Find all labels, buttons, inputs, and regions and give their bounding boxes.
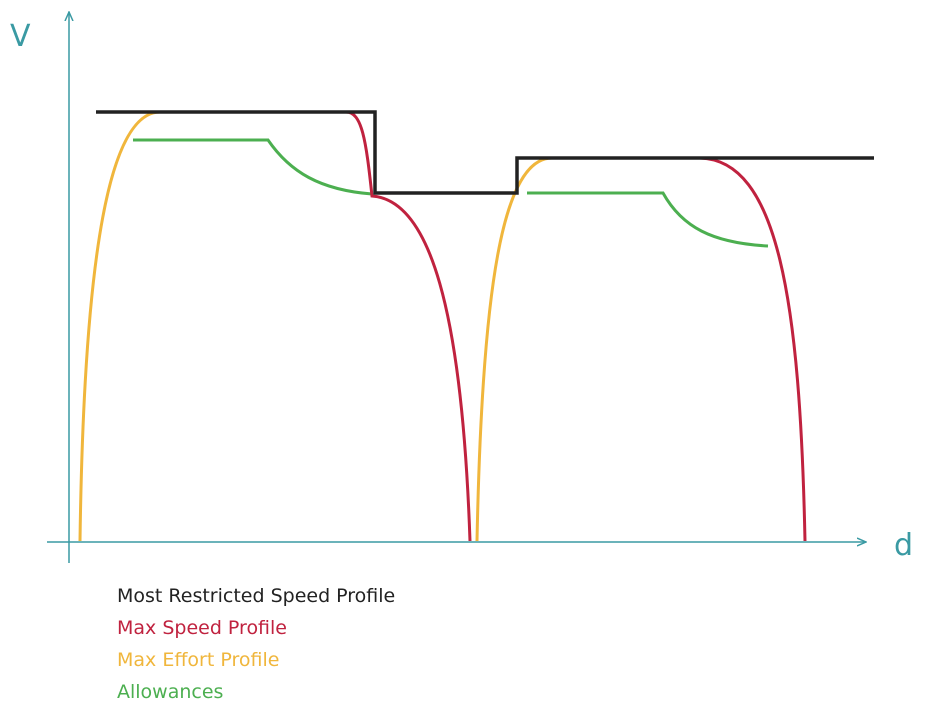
x-axis-label: d [894,528,913,563]
max-effort-curve-2 [475,156,553,542]
legend: Most Restricted Speed Profile Max Speed … [117,580,395,708]
restricted-speed-profile [96,110,874,195]
allowances-curve-1 [133,138,373,196]
legend-max-effort: Max Effort Profile [117,649,280,671]
legend-allowances: Allowances [117,681,224,703]
max-effort-curve-1 [78,110,161,542]
max-speed-curve-1 [345,110,472,542]
max-speed-curve-2 [699,156,807,542]
allowances-curve-2 [527,191,769,248]
legend-restricted: Most Restricted Speed Profile [117,585,396,607]
legend-max-speed: Max Speed Profile [117,617,287,639]
y-axis-label: V [10,19,31,54]
